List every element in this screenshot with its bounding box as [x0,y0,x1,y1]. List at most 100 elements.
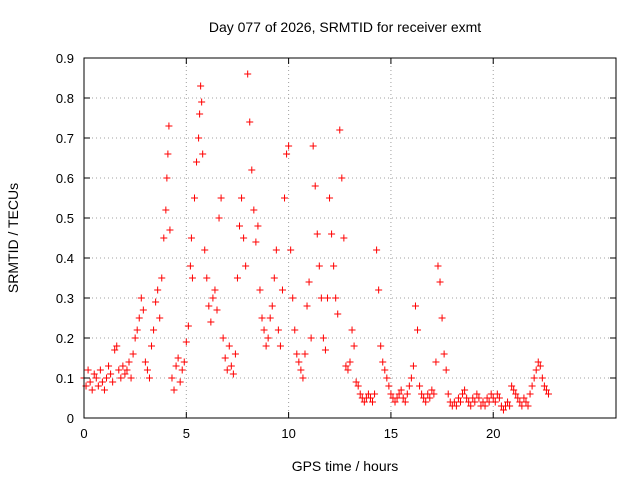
data-point [227,362,235,370]
data-point [223,366,231,374]
data-point [96,366,104,374]
plot-frame [83,57,617,419]
data-point [176,378,184,386]
data-point [510,386,518,394]
data-points [80,70,552,414]
data-point [203,274,211,282]
data-point [344,366,352,374]
x-tick-labels: 0 5 10 15 20 [80,426,500,441]
data-point [281,194,289,202]
y-tick-label: 0.9 [56,51,74,66]
data-point [328,230,336,238]
data-point [313,230,321,238]
data-point [291,326,299,334]
data-point [393,394,401,402]
data-point [115,366,123,374]
data-point [469,394,477,402]
data-point [463,394,471,402]
data-point [217,194,225,202]
data-point [166,226,174,234]
y-axis-label: SRMTID / TECUs [5,183,21,293]
data-point [440,350,448,358]
data-point [100,386,108,394]
data-point [229,370,237,378]
data-point [311,182,319,190]
data-point [475,394,483,402]
data-point [356,390,364,398]
data-point [274,326,282,334]
data-point [170,386,178,394]
y-tick-label: 0.6 [56,171,74,186]
data-point [250,206,258,214]
data-point [168,374,176,382]
data-point [369,398,377,406]
data-point [319,334,327,342]
data-point [154,286,162,294]
data-point [94,382,102,390]
data-point [422,398,430,406]
chart-title: Day 077 of 2026, SRMTID for receiver exm… [209,19,481,35]
data-point [121,370,129,378]
x-tick-label: 15 [384,426,398,441]
data-point [452,402,460,410]
data-point [162,206,170,214]
data-point [430,390,438,398]
data-point [252,238,260,246]
data-point [342,362,350,370]
data-point [438,314,446,322]
data-point [508,382,516,390]
data-point [193,158,201,166]
data-point [432,358,440,366]
data-point [428,386,436,394]
data-point [387,390,395,398]
data-point [414,326,422,334]
data-point [98,378,106,386]
data-point [105,362,113,370]
data-point [248,166,256,174]
data-point [473,390,481,398]
data-point [174,354,182,362]
data-point [201,246,209,254]
data-point [186,262,194,270]
data-point [293,350,301,358]
data-point [148,342,156,350]
data-point [260,326,268,334]
data-point [182,338,190,346]
data-point [540,382,548,390]
data-point [520,394,528,402]
data-point [303,302,311,310]
data-point [127,374,135,382]
data-point [348,326,356,334]
data-point [481,402,489,410]
data-point [84,366,92,374]
data-point [334,310,342,318]
data-point [196,110,204,118]
data-point [299,374,307,382]
data-point [315,262,323,270]
data-point [158,274,166,282]
data-point [125,358,133,366]
data-point [190,194,198,202]
data-point [236,222,244,230]
data-point [381,366,389,374]
data-point [465,398,473,406]
data-point [242,262,250,270]
data-point [321,346,329,354]
data-point [164,150,172,158]
data-point [326,194,334,202]
data-point [287,246,295,254]
data-point [272,246,280,254]
data-point [483,394,491,402]
data-point [416,382,424,390]
data-point [456,398,464,406]
data-point [526,390,534,398]
data-point [504,398,512,406]
data-point [332,294,340,302]
x-tick-label: 20 [486,426,500,441]
data-point [207,318,215,326]
data-point [491,398,499,406]
data-point [258,314,266,322]
data-point [542,386,550,394]
data-point [350,342,358,350]
